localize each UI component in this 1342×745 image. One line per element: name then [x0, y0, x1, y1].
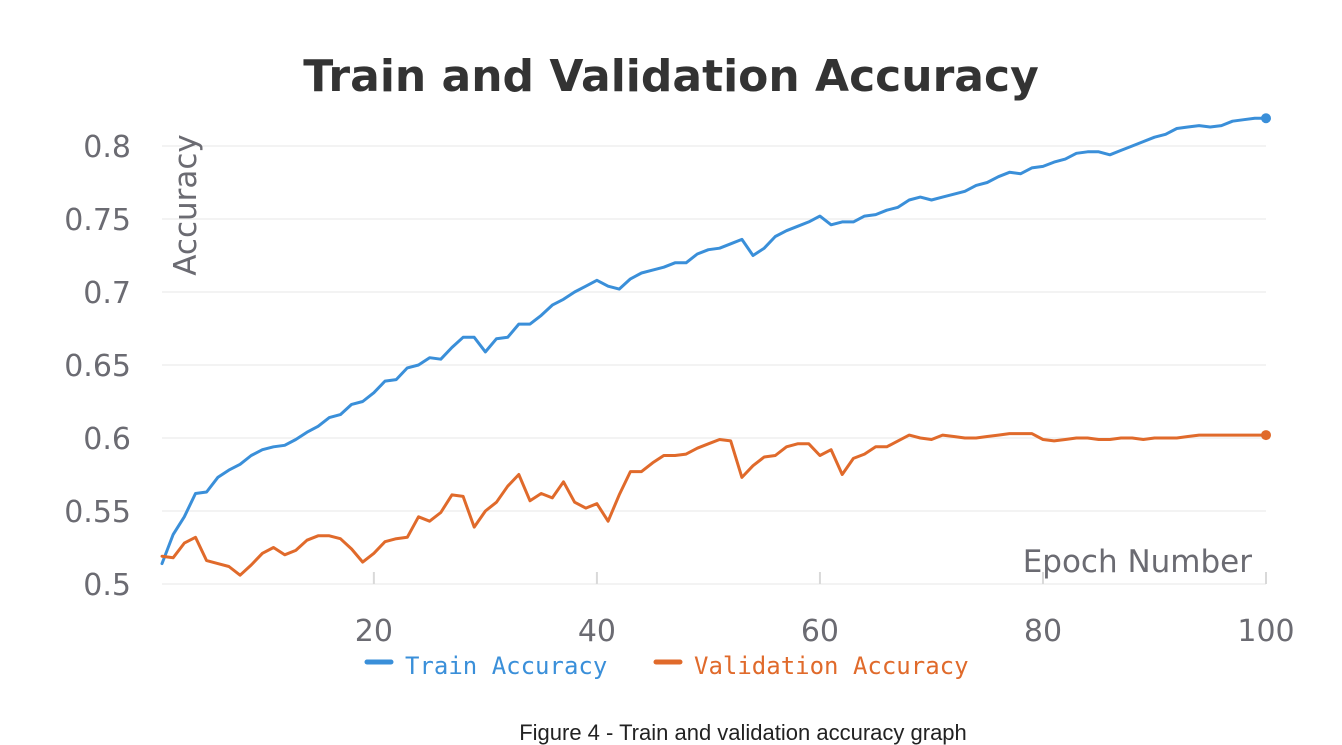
y-tick-label: 0.6 — [83, 422, 131, 457]
figure-caption: Figure 4 - Train and validation accuracy… — [519, 720, 967, 745]
y-tick-label: 0.75 — [64, 203, 131, 238]
series-line-0 — [160, 116, 1268, 566]
legend-label-0: Train Accuracy — [405, 652, 607, 680]
series-line-1 — [160, 432, 1268, 577]
x-tick-label: 80 — [1024, 614, 1062, 649]
y-tick-label: 0.65 — [64, 349, 131, 384]
x-axis-label: Epoch Number — [1023, 544, 1253, 580]
y-axis-label: Accuracy — [168, 134, 204, 276]
legend-label-1: Validation Accuracy — [694, 652, 969, 680]
y-tick-label: 0.8 — [83, 130, 131, 165]
x-axis-ticks: 20 40 60 80 100 — [355, 572, 1295, 649]
x-tick-label: 60 — [801, 614, 839, 649]
chart-title: Train and Validation Accuracy — [303, 51, 1039, 102]
x-tick-label: 20 — [355, 614, 393, 649]
y-tick-label: 0.55 — [64, 495, 131, 530]
x-tick-label: 100 — [1237, 614, 1294, 649]
y-axis-ticks: 0.5 0.55 0.6 0.65 0.7 0.75 0.8 — [64, 130, 131, 603]
legend: Train Accuracy Validation Accuracy — [364, 652, 969, 680]
series-end-point-1 — [1261, 430, 1271, 441]
grid-lines — [162, 145, 1266, 585]
series-lines — [160, 113, 1271, 577]
x-tick-label: 40 — [578, 614, 616, 649]
y-tick-label: 0.7 — [83, 276, 131, 311]
series-end-point-0 — [1261, 113, 1271, 124]
y-tick-label: 0.5 — [83, 568, 131, 603]
